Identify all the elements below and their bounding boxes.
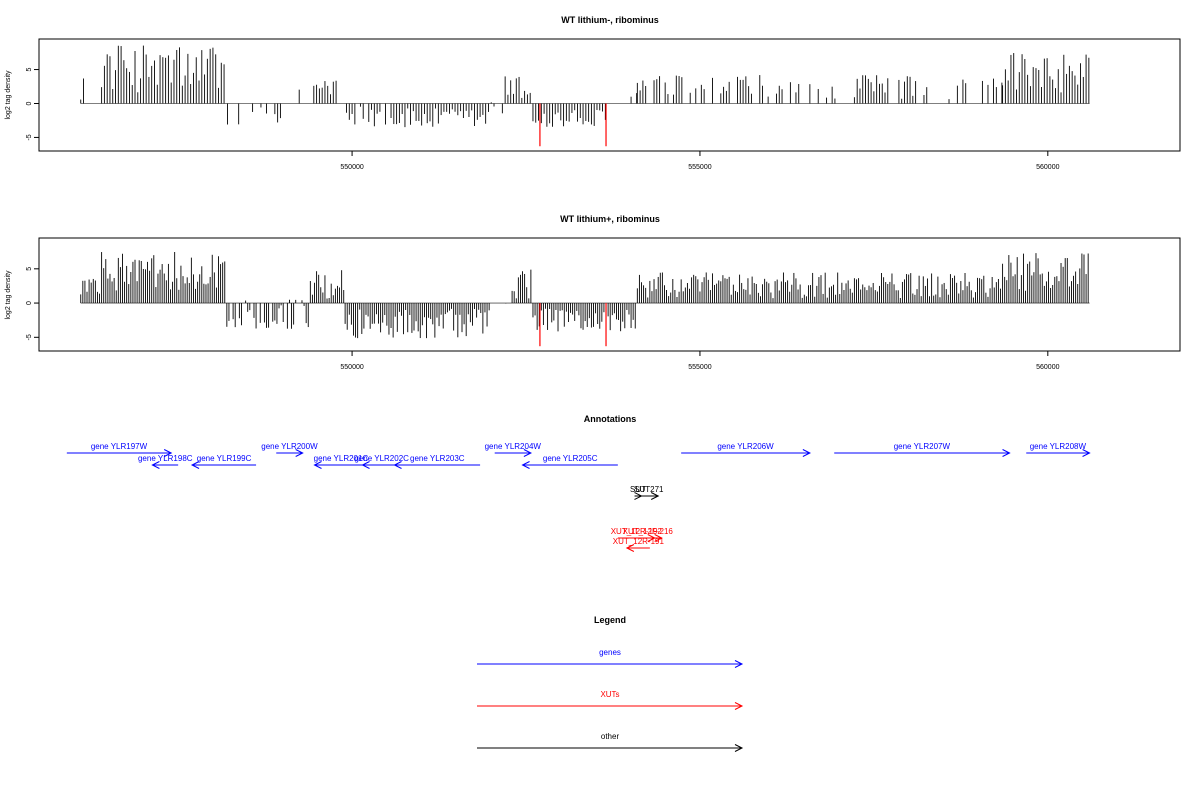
- panel1-plot-box: [38, 38, 1181, 152]
- xut-arrow-head: [625, 544, 635, 552]
- gene-label: gene YLR202C: [354, 454, 409, 463]
- other-feature-label: SUT: [630, 485, 646, 494]
- legend-arrow-head: [734, 660, 744, 668]
- x-tick-label: 555000: [688, 364, 711, 371]
- xut-arrow-head: [654, 534, 663, 542]
- gene-arrow-head: [1082, 449, 1091, 457]
- panel1-ylabel: log2 tag density: [5, 70, 12, 120]
- annotations-title: Annotations: [584, 414, 637, 424]
- legend-arrow-head: [734, 702, 744, 710]
- x-tick-label: 560000: [1036, 164, 1059, 171]
- gene-arrow-head: [361, 461, 370, 469]
- legend-label: genes: [599, 648, 621, 657]
- panel-lithium-plus: WT lithium+, ribominus 550000 555000 56000…: [5, 214, 1181, 371]
- x-tick-label: 550000: [340, 364, 363, 371]
- gene-label: gene YLR207W: [894, 442, 951, 451]
- xut-label: XUT_12R-192: [611, 527, 663, 536]
- y-tick-label: -5: [26, 134, 33, 140]
- other-feature-arrow-head: [650, 492, 660, 500]
- gene-label: gene YLR208W: [1030, 442, 1087, 451]
- gene-arrow-head: [521, 461, 530, 469]
- gene-arrow-head: [802, 449, 811, 457]
- panel1-bars: [80, 45, 1090, 147]
- gene-arrow-head: [190, 461, 200, 469]
- gene-label: gene YLR197W: [91, 442, 148, 451]
- gene-arrow-head: [313, 461, 322, 469]
- gene-label: gene YLR206W: [717, 442, 774, 451]
- x-tick-label: 550000: [340, 164, 363, 171]
- panel1-title: WT lithium-, ribominus: [561, 15, 659, 25]
- legend-title: Legend: [594, 615, 626, 625]
- gene-label: gene YLR198C: [138, 454, 193, 463]
- x-tick-label: 560000: [1036, 364, 1059, 371]
- gene-arrow-head: [1002, 449, 1011, 457]
- annotation-features: gene YLR197W gene YLR198C gene YLR199C gene…: [66, 442, 1091, 552]
- panel1-axes: 550000 555000 560000 -5 0 5: [26, 67, 1060, 171]
- panel2-bars: [80, 251, 1090, 347]
- gene-arrow-head: [295, 449, 304, 457]
- legend-label: other: [601, 732, 620, 741]
- xut-label: XUT_12F-216: [623, 527, 674, 536]
- gene-label: gene YLR201C: [314, 454, 369, 463]
- panel2-plot-box: [38, 237, 1181, 352]
- y-tick-label: 0: [26, 101, 33, 105]
- y-tick-label: 5: [26, 67, 33, 71]
- gene-label: gene YLR205C: [543, 454, 598, 463]
- panel2-title: WT lithium+, ribominus: [560, 214, 660, 224]
- legend-arrow-head: [734, 744, 744, 752]
- y-tick-label: 5: [26, 267, 33, 271]
- gene-label: gene YLR199C: [197, 454, 252, 463]
- gene-label: gene YLR204W: [485, 442, 542, 451]
- panel2-ylabel: log2 tag density: [5, 270, 12, 320]
- other-feature-label: SUT271: [634, 485, 664, 494]
- gene-arrow-head: [151, 461, 160, 469]
- y-tick-label: 0: [26, 301, 33, 305]
- panel2-axes: 550000 555000 560000 -5 0 5: [26, 267, 1060, 371]
- gene-arrow-head: [163, 449, 173, 457]
- legend-items: genes XUTs other: [477, 648, 744, 752]
- panel-lithium-minus: WT lithium-, ribominus 550000 555000 56000…: [5, 15, 1181, 171]
- gene-label: gene YLR203C: [410, 454, 465, 463]
- y-tick-label: -5: [26, 334, 33, 340]
- gene-arrow-head: [393, 461, 402, 469]
- gene-label: gene YLR200W: [261, 442, 318, 451]
- legend-panel: Legend genes XUTs other: [477, 615, 744, 752]
- gene-arrow-head: [523, 449, 533, 457]
- x-tick-label: 555000: [688, 164, 711, 171]
- legend-label: XUTs: [600, 690, 619, 699]
- xut-label: XUT_12R-191: [613, 537, 665, 546]
